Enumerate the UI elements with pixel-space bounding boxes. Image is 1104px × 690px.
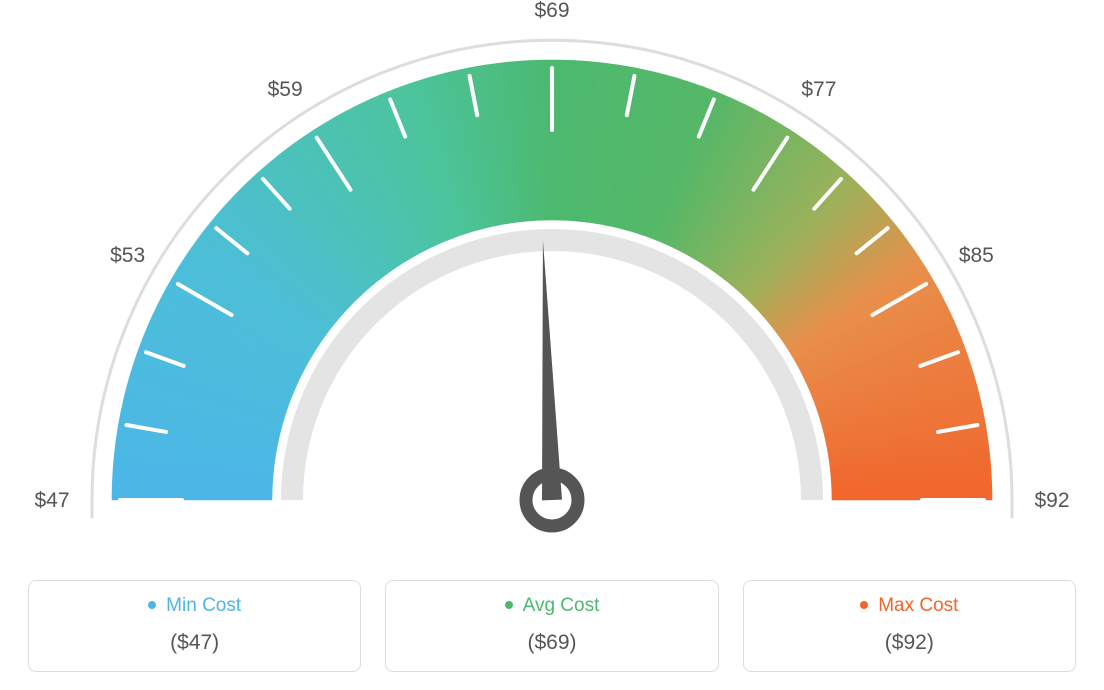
legend-row: Min Cost ($47) Avg Cost ($69) Max Cost (…	[0, 580, 1104, 672]
cost-gauge-chart: $47 $53 $59 $69 $77 $85 $92	[0, 0, 1104, 560]
gauge-svg: $47 $53 $59 $69 $77 $85 $92	[0, 0, 1104, 560]
svg-text:$69: $69	[534, 0, 569, 22]
legend-card-avg: Avg Cost ($69)	[385, 580, 718, 672]
gauge-needle	[542, 240, 562, 500]
legend-label-min: Min Cost	[39, 595, 350, 617]
svg-text:$59: $59	[268, 78, 303, 101]
svg-text:$85: $85	[959, 244, 994, 267]
legend-card-min: Min Cost ($47)	[28, 580, 361, 672]
svg-text:$47: $47	[34, 489, 69, 512]
svg-text:$53: $53	[110, 244, 145, 267]
legend-value-max: ($92)	[754, 631, 1065, 655]
legend-value-min: ($47)	[39, 631, 350, 655]
legend-value-avg: ($69)	[396, 631, 707, 655]
legend-card-max: Max Cost ($92)	[743, 580, 1076, 672]
legend-label-avg: Avg Cost	[396, 595, 707, 617]
svg-text:$77: $77	[801, 78, 836, 101]
legend-label-max: Max Cost	[754, 595, 1065, 617]
svg-text:$92: $92	[1034, 489, 1069, 512]
